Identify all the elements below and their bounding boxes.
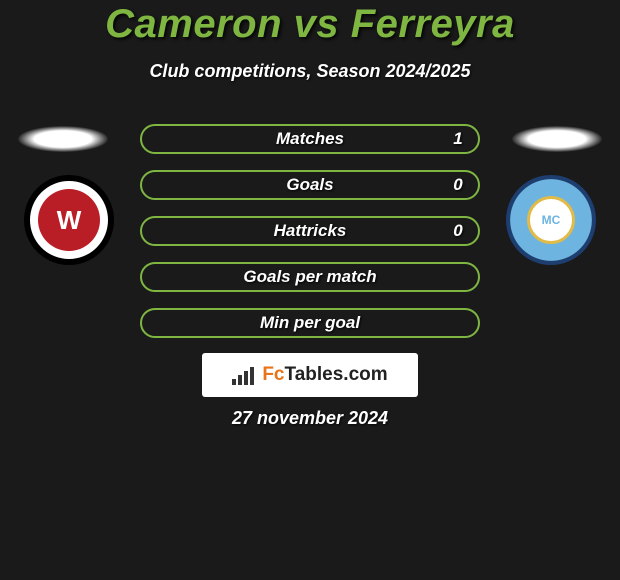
stat-row-goals: Goals 0 [140,170,480,200]
brand-text: FcTables.com [262,364,387,386]
brand-suffix: Tables.com [285,364,388,385]
date-label: 27 november 2024 [0,408,620,429]
player-marker-left [18,126,108,152]
player-left-name: Cameron [105,2,282,46]
stat-row-matches: Matches 1 [140,124,480,154]
club-crest-right-text: MC [527,196,575,244]
stat-right-value: 0 [452,175,464,195]
club-crest-left-text: W [38,189,100,251]
comparison-title: Cameron vs Ferreyra [0,0,620,47]
brand-prefix: Fc [262,364,284,385]
stat-right-value: 0 [452,221,464,241]
vs-separator: vs [294,2,351,46]
stats-container: Matches 1 Goals 0 Hattricks 0 Goals per … [140,124,480,354]
stat-label: Min per goal [142,313,478,333]
club-crest-left: W [24,175,114,265]
stat-label: Hattricks [142,221,478,241]
player-right-name: Ferreyra [351,2,515,46]
player-marker-right [512,126,602,152]
club-crest-right: MC [506,175,596,265]
stat-label: Matches [142,129,478,149]
subtitle: Club competitions, Season 2024/2025 [0,61,620,82]
brand-logo: FcTables.com [202,353,418,397]
stat-right-value: 1 [452,129,464,149]
stat-label: Goals per match [142,267,478,287]
stat-row-goals-per-match: Goals per match [140,262,480,292]
brand-chart-icon [232,365,256,385]
stat-label: Goals [142,175,478,195]
stat-row-min-per-goal: Min per goal [140,308,480,338]
stat-row-hattricks: Hattricks 0 [140,216,480,246]
